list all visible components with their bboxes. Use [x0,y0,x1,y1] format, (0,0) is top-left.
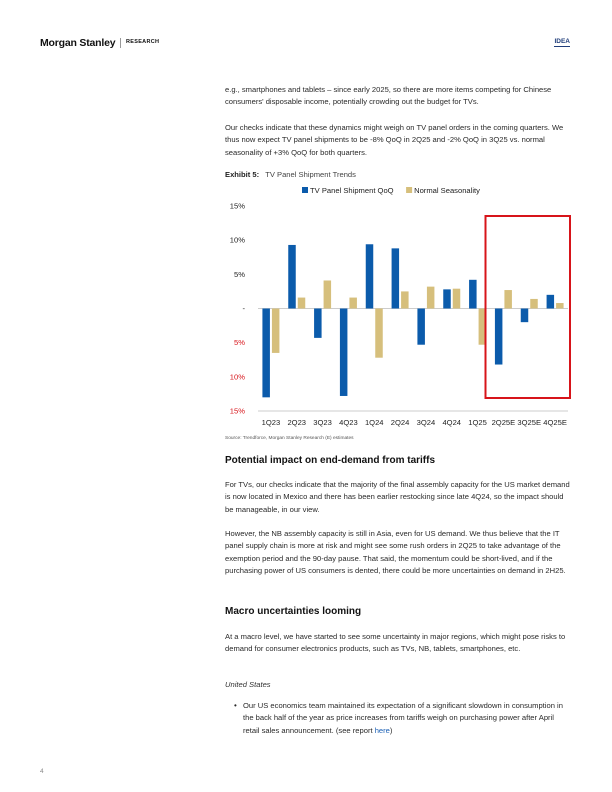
y-tick-label: 15% [230,202,245,211]
y-tick-label: 5% [234,270,245,279]
bar-2Q23-shipment [288,244,296,309]
x-tick-label: 2Q24 [391,418,410,427]
x-tick-label: 1Q25 [468,418,487,427]
paragraph-tv-panel-orders: Our checks indicate that these dynamics … [225,123,564,157]
bar-4Q23-shipment [339,308,348,396]
y-tick-label: - [242,304,245,313]
exhibit-caption: Exhibit 5: TV Panel Shipment Trends [225,170,356,179]
bar-4Q24-shipment [443,289,451,309]
header-divider [120,38,121,48]
x-tick-label: 4Q24 [442,418,461,427]
bullet-us-economics: • Our US economics team maintained its ex… [234,700,563,737]
idea-tag: IDEA [554,38,570,47]
bar-1Q23-seasonality [271,308,280,353]
bar-3Q25E-shipment [520,308,529,323]
tv-panel-shipment-chart: TV Panel Shipment QoQ Normal Seasonality 1… [230,186,571,427]
y-tick-label: 10% [230,372,245,381]
legend-swatch-0 [302,187,308,193]
bar-1Q23-shipment [262,308,270,398]
bar-3Q24-seasonality [426,286,435,309]
bullet-text: Our US economics team maintained its exp… [243,701,563,735]
bar-1Q24-shipment [365,244,374,309]
bar-3Q23-seasonality [323,280,332,309]
page-header: Morgan Stanley RESEARCH IDEA [40,37,572,51]
x-tick-label: 4Q23 [339,418,358,427]
chart-source: Source: Trendforce, Morgan Stanley Resea… [225,436,354,441]
paragraph-nb-assembly: However, the NB assembly capacity is sti… [225,529,566,575]
exhibit-label: Exhibit 5: [225,170,260,179]
legend-label-0: TV Panel Shipment QoQ [310,186,394,195]
bar-2Q25E-seasonality [504,290,512,309]
section-label: RESEARCH [126,39,160,45]
forecast-highlight-box [484,215,571,399]
bar-4Q25E-seasonality [556,303,564,309]
x-tick-label: 1Q24 [365,418,384,427]
bar-1Q25-seasonality [478,308,487,345]
x-tick-label: 3Q24 [417,418,436,427]
subheading-united-states: United States [225,680,271,689]
x-tick-label: 2Q25E [492,418,516,427]
bar-4Q23-seasonality [349,297,357,309]
y-tick-label: 15% [230,407,245,416]
bullet-close-paren: ) [389,725,393,735]
y-tick-label: 10% [230,236,245,245]
bar-4Q25E-shipment [546,294,555,309]
paragraph-tv-assembly: For TVs, our checks indicate that the ma… [225,480,570,514]
x-tick-label: 1Q23 [262,418,281,427]
x-tick-label: 4Q25E [543,418,567,427]
x-tick-label: 3Q23 [313,418,332,427]
bar-4Q24-seasonality [452,288,461,309]
x-tick-label: 2Q23 [287,418,306,427]
bar-1Q25-shipment [469,279,477,309]
paragraph-macro-level: At a macro level, we have started to see… [225,632,566,654]
bar-2Q23-seasonality [297,297,306,309]
y-tick-label: 5% [234,338,245,347]
bar-1Q24-seasonality [375,308,383,358]
report-link[interactable]: here [374,725,390,735]
bar-2Q25E-shipment [494,308,503,365]
bar-3Q24-shipment [417,308,425,345]
heading-macro-uncertainties: Macro uncertainties looming [225,606,362,617]
x-tick-label: 3Q25E [517,418,541,427]
bar-2Q24-seasonality [401,291,409,309]
legend-label-1: Normal Seasonality [414,186,480,195]
legend-swatch-1 [406,187,413,193]
bar-3Q25E-seasonality [530,298,538,309]
brand-logo: Morgan Stanley [40,37,116,49]
paragraph-consumer-income: e.g., smartphones and tablets – since ea… [225,85,552,107]
bar-2Q24-shipment [391,248,400,309]
page-number: 4 [40,768,44,775]
bullet-dot: • [234,701,237,710]
exhibit-title: TV Panel Shipment Trends [265,170,356,179]
bar-3Q23-shipment [314,308,322,338]
heading-potential-impact: Potential impact on end-demand from tari… [225,455,436,466]
